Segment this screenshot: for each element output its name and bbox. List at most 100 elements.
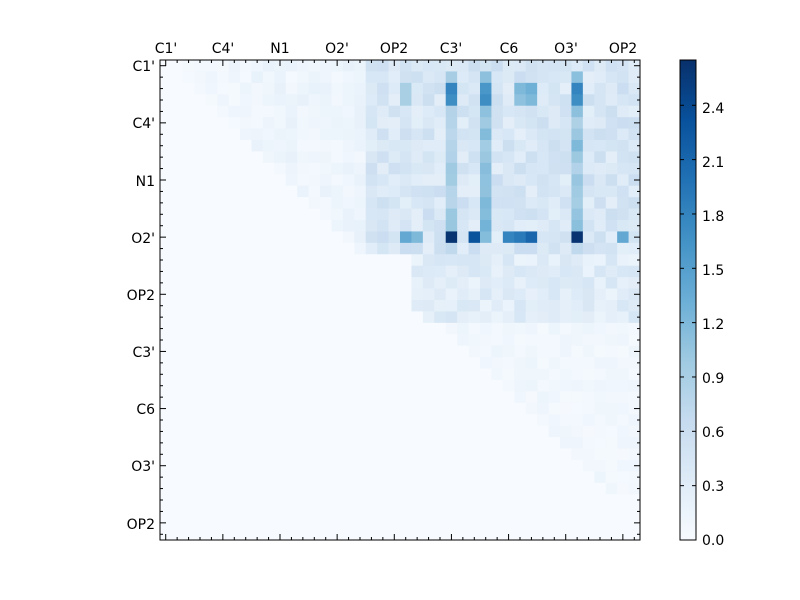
heatmap-cell (605, 128, 618, 141)
heatmap-cell (377, 437, 389, 449)
heatmap-cell (331, 460, 344, 472)
heatmap-cell (297, 220, 309, 232)
heatmap-cell (320, 277, 332, 289)
heatmap-cell (400, 425, 412, 438)
heatmap-cell (240, 300, 252, 312)
heatmap-cell (594, 505, 607, 518)
heatmap-cell (182, 151, 195, 164)
heatmap-cell (434, 117, 447, 129)
heatmap-cell (377, 128, 389, 141)
heatmap-cell (205, 71, 218, 84)
heatmap-cell (308, 288, 321, 301)
heatmap-cell (262, 494, 275, 507)
heatmap-cell (480, 380, 492, 392)
heatmap-cell (262, 208, 275, 221)
heatmap-cell (342, 517, 355, 529)
heatmap-cell (320, 162, 332, 175)
heatmap-cell (377, 288, 389, 301)
heatmap-cell (354, 345, 367, 358)
heatmap-cell (411, 391, 424, 404)
heatmap-cell (434, 128, 447, 141)
heatmap-cell (457, 300, 469, 312)
heatmap-cell (422, 300, 435, 312)
heatmap-cell (205, 94, 218, 107)
heatmap-cell (285, 265, 298, 278)
heatmap-cell (457, 528, 469, 541)
heatmap-cell (228, 254, 241, 267)
heatmap-cell (377, 197, 389, 209)
heatmap-cell (548, 94, 561, 107)
heatmap-cell (582, 357, 595, 369)
heatmap-cell (400, 151, 412, 164)
heatmap-cell (194, 391, 207, 404)
heatmap-cell (594, 471, 607, 484)
heatmap-cell (434, 185, 447, 198)
heatmap-cell (217, 220, 229, 232)
heatmap-cell (571, 105, 584, 118)
heatmap-cell (411, 288, 424, 301)
heatmap-cell (514, 197, 527, 209)
heatmap-cell (468, 208, 481, 221)
heatmap-cell (411, 231, 424, 244)
heatmap-cell (365, 242, 378, 255)
heatmap-cell (411, 300, 424, 312)
heatmap-cell (205, 151, 218, 164)
heatmap-cell (594, 414, 607, 427)
heatmap-cell (217, 334, 229, 347)
heatmap-cell (240, 71, 252, 84)
heatmap-cell (377, 448, 389, 461)
heatmap-cell (594, 391, 607, 404)
heatmap-cell (502, 277, 515, 289)
heatmap-cell (480, 357, 492, 369)
heatmap-cell (537, 528, 549, 541)
heatmap-cell (537, 357, 549, 369)
heatmap-cell (400, 528, 412, 541)
heatmap-cell (388, 505, 401, 518)
heatmap-cell (171, 242, 184, 255)
heatmap-cell (297, 174, 309, 187)
heatmap-cell (377, 380, 389, 392)
heatmap-cell (434, 300, 447, 312)
heatmap-cell (468, 254, 481, 267)
heatmap-cell (251, 197, 264, 209)
heatmap-cell (411, 60, 424, 72)
heatmap-cell (537, 380, 549, 392)
heatmap-cell (560, 345, 572, 358)
heatmap-cell (411, 448, 424, 461)
heatmap-cell (354, 140, 367, 152)
heatmap-cell (422, 505, 435, 518)
heatmap-cell (240, 517, 252, 529)
heatmap-cell (274, 162, 287, 175)
heatmap-cell (445, 94, 458, 107)
heatmap-cell (388, 151, 401, 164)
heatmap-cell (422, 140, 435, 152)
heatmap-cell (445, 345, 458, 358)
heatmap-cell (582, 71, 595, 84)
heatmap-cell (400, 174, 412, 187)
heatmap-cell (502, 380, 515, 392)
heatmap-cell (251, 300, 264, 312)
heatmap-cell (354, 505, 367, 518)
heatmap-cell (160, 448, 172, 461)
heatmap-cell (194, 448, 207, 461)
heatmap-cell (525, 94, 538, 107)
heatmap-cell (400, 60, 412, 72)
heatmap-cell (308, 460, 321, 472)
heatmap-cell (342, 288, 355, 301)
heatmap-cell (411, 197, 424, 209)
heatmap-cell (331, 231, 344, 244)
heatmap-cell (182, 368, 195, 381)
heatmap-cell (514, 334, 527, 347)
heatmap-cell (617, 517, 629, 529)
heatmap-cell (480, 460, 492, 472)
heatmap-cell (571, 162, 584, 175)
heatmap-cell (251, 528, 264, 541)
heatmap-cell (594, 128, 607, 141)
heatmap-cell (434, 448, 447, 461)
heatmap-cell (560, 185, 572, 198)
heatmap-cell (582, 437, 595, 449)
heatmap-cell (457, 357, 469, 369)
heatmap-cell (617, 505, 629, 518)
heatmap-cell (480, 277, 492, 289)
heatmap-cell (240, 242, 252, 255)
